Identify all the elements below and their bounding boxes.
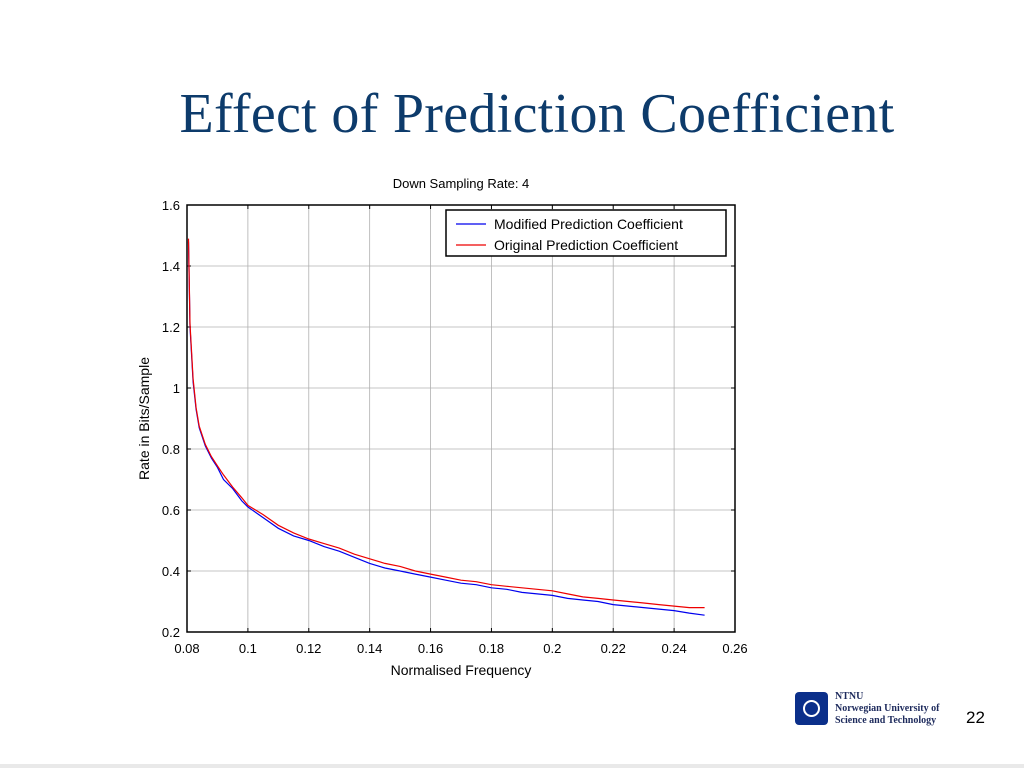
y-tick-label: 1.4 xyxy=(162,259,180,274)
footer-bar xyxy=(0,764,1024,768)
x-tick-label: 0.18 xyxy=(479,641,504,656)
x-tick-label: 0.24 xyxy=(661,641,686,656)
line-chart: 0.08 0.1 0.12 0.14 0.16 0.18 0.2 0.22 0.24 0.26 0.… xyxy=(136,176,748,678)
x-tick-label: 0.22 xyxy=(601,641,626,656)
x-tick-label: 0.2 xyxy=(543,641,561,656)
slide-title: Effect of Prediction Coefficient xyxy=(179,83,895,145)
institution-line: Science and Technology xyxy=(835,715,937,726)
legend xyxy=(445,209,727,257)
y-tick-label: 1.2 xyxy=(162,320,180,335)
y-tick-label: 1.6 xyxy=(162,198,180,213)
x-tick-label: 0.12 xyxy=(296,641,321,656)
series-line-modified xyxy=(187,241,705,616)
y-tick-label: 0.6 xyxy=(162,503,180,518)
x-tick-label: 0.16 xyxy=(418,641,443,656)
institution-name: NTNU Norwegian University of Science and… xyxy=(835,691,939,727)
institution-line: Norwegian University of xyxy=(835,703,940,714)
y-tick-label: 0.2 xyxy=(162,625,180,640)
x-tick-label: 0.1 xyxy=(239,641,257,656)
series-line-original xyxy=(187,238,705,609)
y-tick-label: 0.8 xyxy=(162,442,180,457)
plot-area xyxy=(187,205,735,632)
plot-frame xyxy=(186,204,736,633)
legend-entry: Modified Prediction Coefficient xyxy=(494,216,683,232)
x-tick-label: 0.14 xyxy=(357,641,382,656)
institution-line: NTNU xyxy=(835,691,864,702)
x-axis-label: Normalised Frequency xyxy=(391,662,532,678)
x-tick-label: 0.26 xyxy=(722,641,747,656)
chart-title: Down Sampling Rate: 4 xyxy=(393,176,530,191)
legend-entry: Original Prediction Coefficient xyxy=(494,237,678,253)
y-tick-label: 1 xyxy=(173,381,180,396)
y-tick-label: 0.4 xyxy=(162,564,180,579)
ntnu-logo-icon xyxy=(795,692,828,725)
x-tick-label: 0.08 xyxy=(174,641,199,656)
y-axis-label: Rate in Bits/Sample xyxy=(136,357,152,480)
page-number: 22 xyxy=(966,708,985,727)
